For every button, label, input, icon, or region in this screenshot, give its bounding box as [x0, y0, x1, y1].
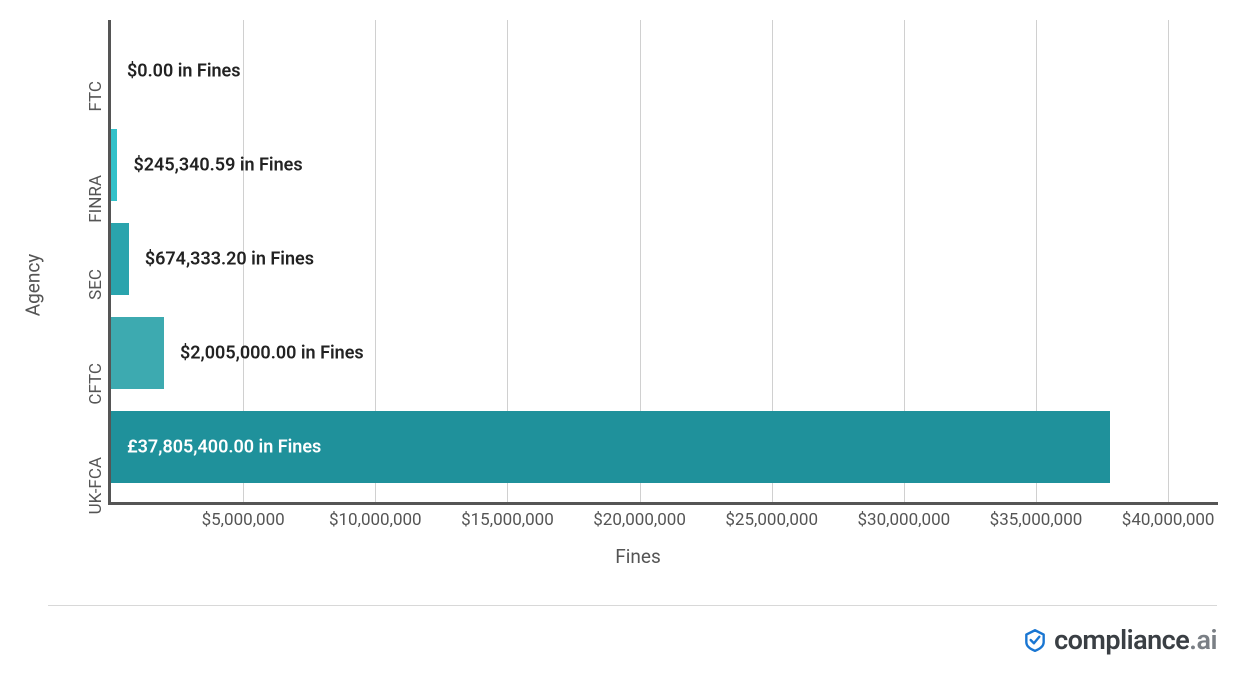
x-tick-label: $25,000,000 [725, 510, 818, 530]
y-tick-label: UK-FCA [86, 457, 106, 514]
bar-label: $0.00 in Fines [127, 61, 241, 82]
bar-label: $674,333.20 in Fines [145, 249, 314, 270]
y-tick-label: CFTC [86, 363, 106, 405]
bar [111, 317, 164, 389]
bar-label: £37,805,400.00 in Fines [127, 437, 321, 458]
gridline [1168, 20, 1169, 502]
brand-text: compliance.ai [1054, 624, 1217, 656]
bar [111, 129, 117, 201]
x-tick-label: $10,000,000 [329, 510, 422, 530]
y-tick-label: FTC [86, 81, 106, 112]
bar-label: $2,005,000.00 in Fines [180, 343, 364, 364]
footer: compliance.ai [48, 605, 1217, 656]
x-tick-label: $5,000,000 [202, 510, 285, 530]
fines-bar-chart: Agency $5,000,000$10,000,000$15,000,000$… [48, 20, 1228, 550]
plot-area: $5,000,000$10,000,000$15,000,000$20,000,… [108, 20, 1218, 505]
bar-label: $245,340.59 in Fines [133, 155, 302, 176]
y-tick-label: FINRA [86, 175, 106, 223]
x-tick-label: $15,000,000 [461, 510, 554, 530]
x-tick-label: $30,000,000 [858, 510, 951, 530]
x-axis-title: Fines [615, 545, 661, 568]
compliance-ai-icon [1022, 627, 1048, 653]
y-axis-title: Agency [22, 254, 45, 317]
brand-main: compliance [1054, 624, 1189, 656]
y-tick-label: SEC [86, 269, 106, 300]
bar [111, 223, 129, 295]
x-tick-label: $40,000,000 [1122, 510, 1215, 530]
x-tick-label: $20,000,000 [593, 510, 686, 530]
brand-logo: compliance.ai [1022, 624, 1217, 656]
brand-ext: .ai [1189, 624, 1217, 656]
x-tick-label: $35,000,000 [990, 510, 1083, 530]
